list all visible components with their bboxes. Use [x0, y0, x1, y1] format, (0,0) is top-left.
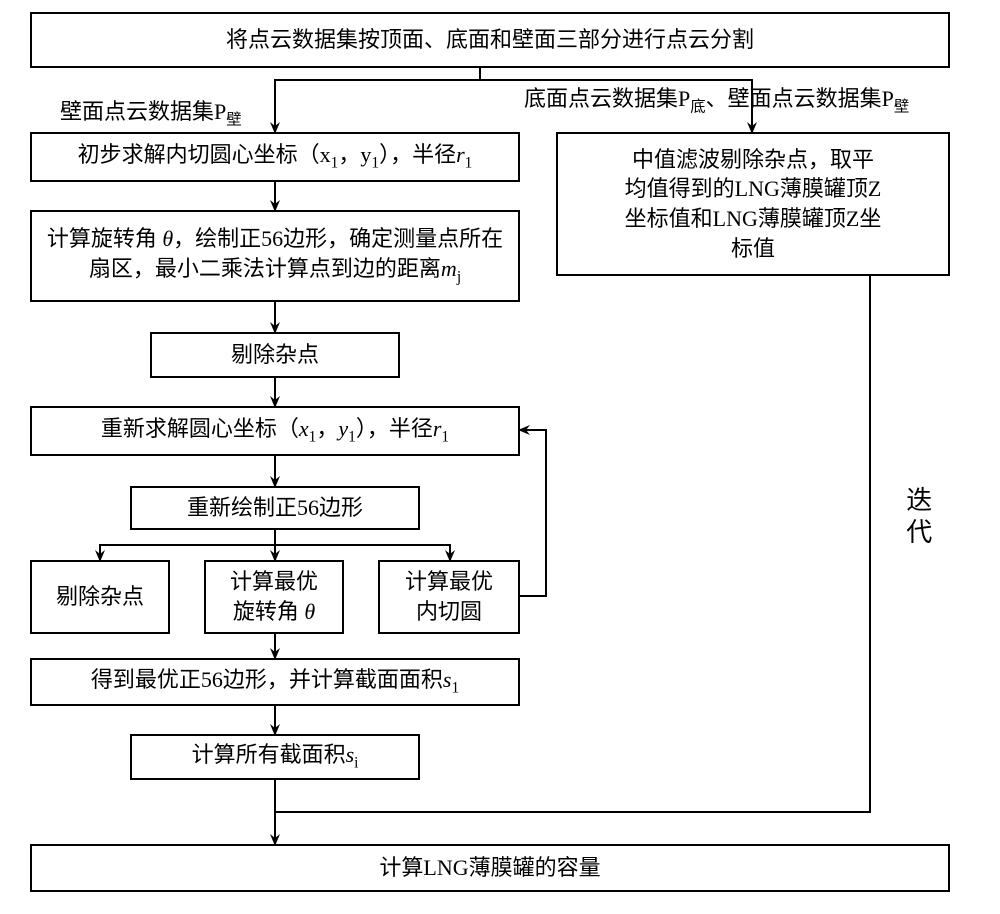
node-left8: 计算所有截面积si — [130, 734, 420, 780]
node-left5: 重新绘制正56边形 — [130, 486, 420, 530]
node-left6a: 剔除杂点 — [30, 560, 170, 634]
node-left2: 计算旋转角 θ，绘制正56边形，确定测量点所在扇区，最小二乘法计算点到边的距离m… — [30, 210, 520, 302]
node-top: 将点云数据集按顶面、底面和壁面三部分进行点云分割 — [30, 12, 950, 68]
node-left1: 初步求解内切圆心坐标（x1，y1），半径r1 — [30, 132, 520, 182]
node-left7: 得到最优正56边形，并计算截面面积s1 — [30, 658, 520, 706]
node-left6a-text: 剔除杂点 — [56, 582, 144, 612]
edge-label-right: 底面点云数据集P底、壁面点云数据集P壁 — [524, 85, 984, 117]
label-iterate: 迭代 — [900, 486, 934, 550]
node-left4: 重新求解圆心坐标（x1，y1），半径r1 — [30, 406, 520, 456]
node-top-text: 将点云数据集按顶面、底面和壁面三部分进行点云分割 — [226, 25, 754, 55]
node-left5-text: 重新绘制正56边形 — [187, 493, 363, 523]
node-bottom-text: 计算LNG薄膜罐的容量 — [379, 853, 600, 883]
edge-label-left: 壁面点云数据集P壁 — [60, 98, 320, 130]
edge-7 — [100, 530, 275, 560]
node-left6b: 计算最优旋转角 θ — [204, 560, 344, 634]
edge-8 — [275, 530, 450, 560]
node-left3-text: 剔除杂点 — [231, 340, 319, 370]
node-left6c: 计算最优内切圆 — [378, 560, 520, 634]
node-right1: 中值滤波剔除杂点，取平均值得到的LNG薄膜罐顶Z坐标值和LNG薄膜罐顶Z坐标值 — [556, 132, 950, 276]
node-left3: 剔除杂点 — [150, 332, 400, 378]
node-bottom: 计算LNG薄膜罐的容量 — [30, 844, 950, 892]
edge-13 — [520, 430, 546, 596]
